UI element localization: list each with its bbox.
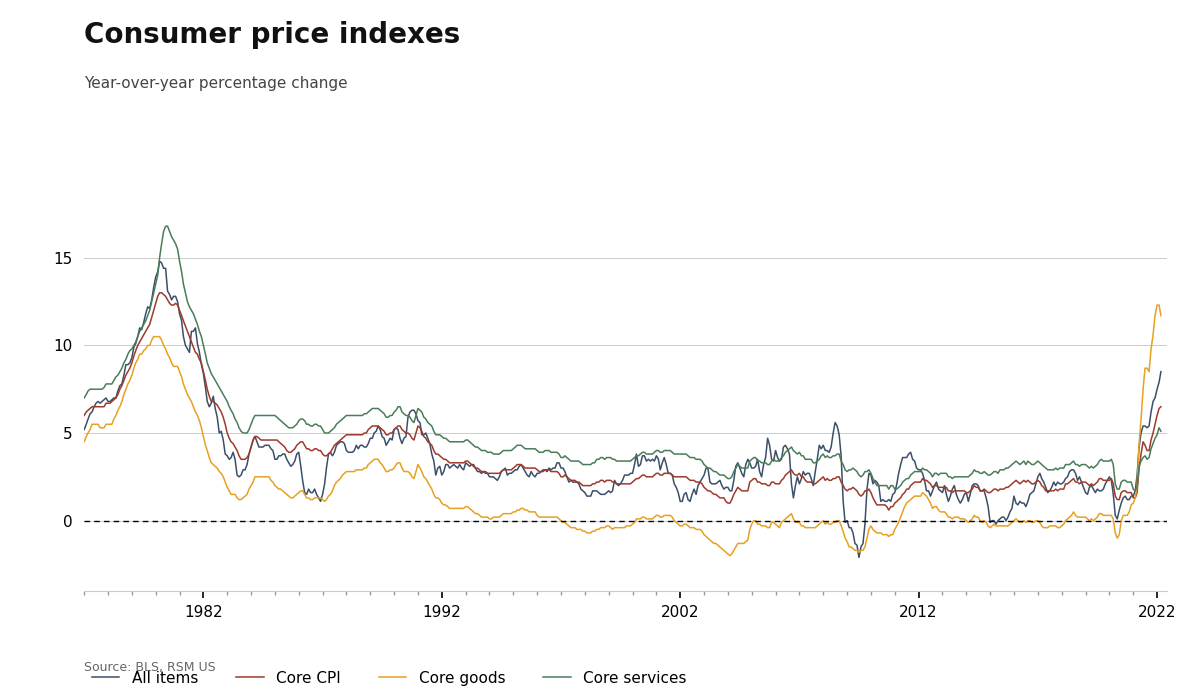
Line: Core services: Core services — [84, 226, 1161, 491]
Line: All items: All items — [84, 261, 1161, 557]
Text: Year-over-year percentage change: Year-over-year percentage change — [84, 76, 348, 92]
Legend: All items, Core CPI, Core goods, Core services: All items, Core CPI, Core goods, Core se… — [91, 671, 687, 686]
Text: Source: BLS, RSM US: Source: BLS, RSM US — [84, 661, 215, 674]
Text: Consumer price indexes: Consumer price indexes — [84, 21, 461, 49]
Line: Core goods: Core goods — [84, 305, 1161, 556]
Line: Core CPI: Core CPI — [84, 293, 1161, 510]
